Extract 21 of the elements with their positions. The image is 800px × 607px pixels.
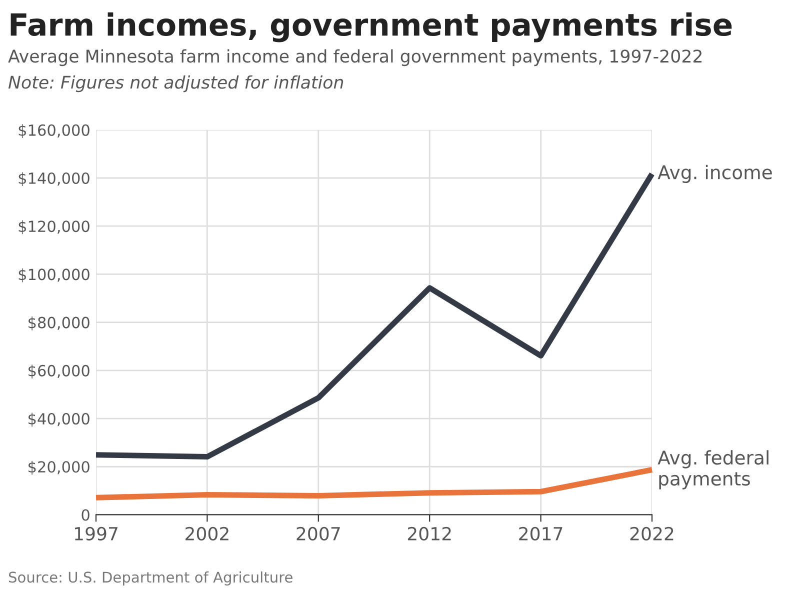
x-tick-label: 2017 [519,526,562,541]
x-tick-label: 2022 [630,526,674,541]
y-tick-label: $80,000 [28,316,90,330]
y-tick-label: $100,000 [18,268,90,282]
y-tick-label: $20,000 [28,460,90,475]
y-tick-label: $60,000 [28,364,90,378]
series-label: Avg. income [658,164,772,183]
text: Note: Figures not adjusted for inflation [8,75,344,92]
y-tick-label: 0 [82,509,90,521]
x-tick-label: 2012 [408,526,451,541]
chart-subtitle: Average Minnesota farm income and federal government payments, 1997-2022 [8,49,702,66]
y-tick-label: $120,000 [18,220,90,234]
chart-title: Farm incomes, government payments rise [10,12,732,42]
series-label: Avg. federal payments [658,450,768,490]
y-tick-label: $40,000 [28,412,90,427]
x-tick-label: 1997 [75,526,118,541]
y-tick-label: $140,000 [18,172,90,186]
x-tick-label: 2002 [186,526,228,541]
x-tick-label: 2007 [296,526,340,541]
y-tick-label: $160,000 [18,124,90,138]
source-note: Source: U.S. Department of Agriculture [8,571,292,586]
